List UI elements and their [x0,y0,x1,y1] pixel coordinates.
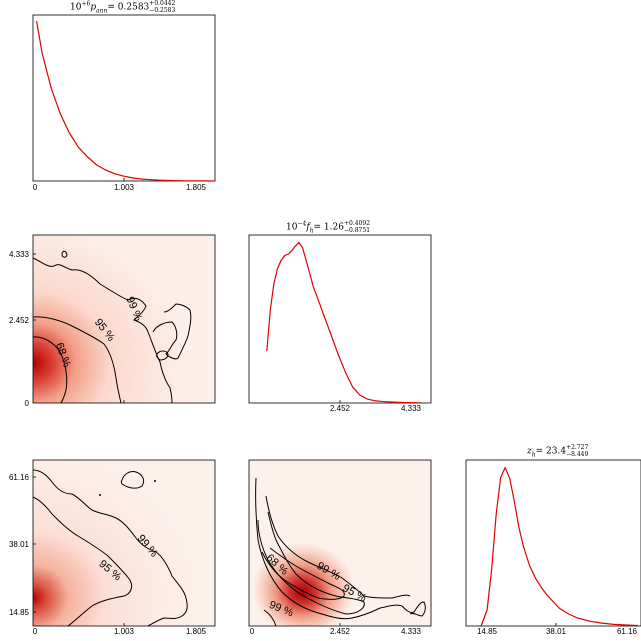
panel-frame [248,234,432,404]
tick-label: 2.452 [9,316,30,325]
panel-frame [32,14,216,182]
tick-marks [33,178,557,626]
tick-label: 1.805 [186,183,207,192]
tick-label: 1.003 [114,627,135,636]
density-map [32,234,216,404]
panel-joint-p-f: 68 % 95 % 99 % [32,234,216,404]
outlier-dot [154,480,156,482]
contour-95 [257,511,365,615]
tick-label: 38.01 [9,540,30,549]
contours [32,250,192,404]
contour-99-low [263,609,277,627]
contour-99-outer [265,495,411,599]
tick-label: 14.85 [477,627,498,636]
panel-diag-p [32,14,216,182]
panel-joint-f-z: 68 % 99 % 95 % 99 % [248,459,432,627]
contour-99-small [156,350,169,361]
panel-joint-p-z-ticks: 61.16 38.01 14.85 0 1.003 1.805 [9,473,207,636]
panel-title-f: 10−4fh= 1.26+0.4092 −0.8751 [286,220,371,235]
panel-joint-p-f-y-ticks: 0 2.452 4.333 [9,250,30,408]
tick-label: 0 [33,627,38,636]
tick-label: 14.85 [9,608,30,617]
contour-99 [255,477,426,620]
panel-diag-f-x-ticks: 2.452 4.333 [330,404,422,413]
contour-99 [32,469,188,627]
tick-label: 61.16 [617,627,638,636]
contour-95 [32,316,122,404]
series-line [36,20,216,182]
contour-99-top [61,250,68,258]
panel-joint-f-z-x-ticks: 0 2.452 4.333 [250,627,422,636]
panel-title-z: zh= 23.4+2.727 −8.449 [527,444,589,459]
density-map [32,459,216,627]
tick-label: 2.452 [330,404,351,413]
panel-diag-f [248,234,432,404]
tick-label: 0 [250,627,255,636]
panel-title-p: 10+6pann= 0.2583+0.0442 −0.2583 [70,0,176,15]
contours [32,469,188,627]
panel-frame [465,459,641,627]
tick-label: 1.003 [114,183,135,192]
pdf-curve-z [480,467,639,627]
tick-label: 0 [33,183,38,192]
contour-99 [32,257,173,404]
tick-label: 4.333 [9,250,30,259]
tick-label: 0 [25,399,30,408]
tick-label: 4.333 [401,404,422,413]
tick-label: 1.805 [186,627,207,636]
panel-diag-p-x-ticks: 0 1.003 1.805 [33,183,207,192]
outlier-dot [99,494,101,496]
tick-label: 4.333 [401,627,422,636]
pdf-curve-p [36,20,216,182]
series-line [266,242,421,404]
series-line [480,467,639,627]
tick-label: 2.452 [330,627,351,636]
pdf-curve-f [266,242,421,404]
contour-95 [32,496,133,627]
panel-joint-p-z: 95 % 99 % [32,459,216,627]
contours [255,477,426,627]
panel-diag-z-x-ticks: 14.85 38.01 61.16 [477,627,638,636]
contour-99-island [152,303,192,360]
contour-68 [32,336,68,404]
tick-label: 61.16 [9,473,30,482]
tick-label: 38.01 [546,627,567,636]
panel-diag-z [465,459,641,627]
contour-99-top [120,471,145,489]
